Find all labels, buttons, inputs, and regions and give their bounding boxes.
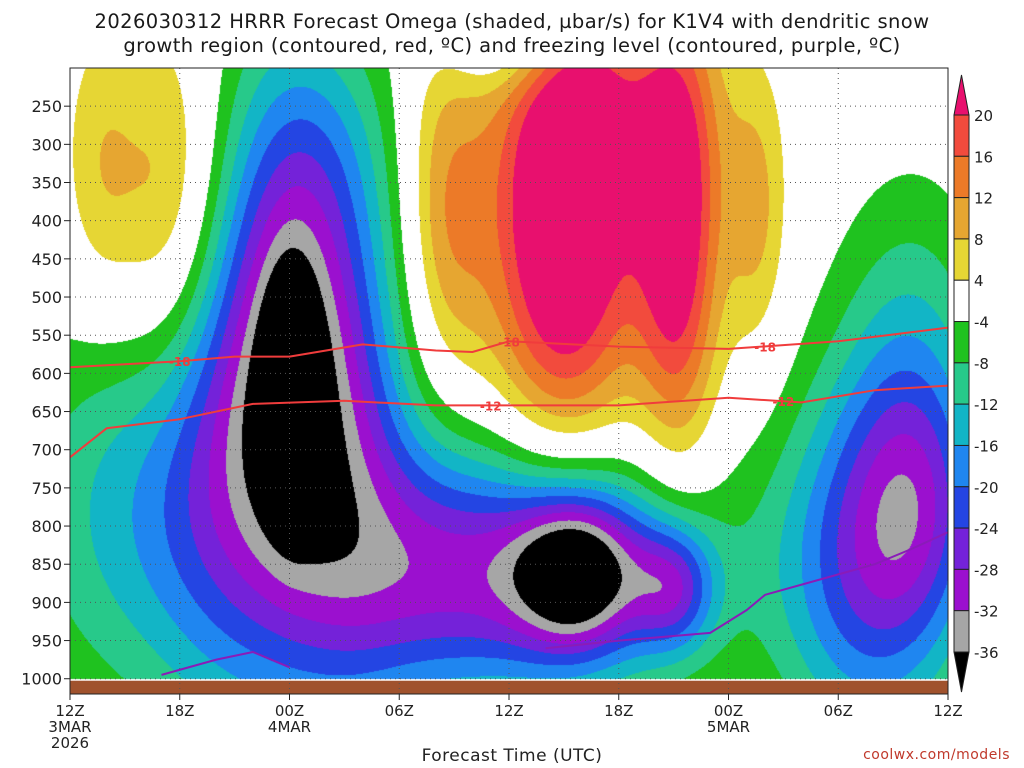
colorbar-bin <box>953 155 970 199</box>
contour-label: -18 <box>498 335 520 349</box>
x-tick-label: 12Z <box>55 702 84 720</box>
y-tick-label: 1000 <box>21 670 62 689</box>
colorbar-tick-label: -4 <box>974 314 989 332</box>
colorbar-tick-label: 4 <box>974 272 984 290</box>
x-tick-date-label: 3MAR <box>48 718 91 736</box>
y-tick-label: 800 <box>31 517 62 536</box>
colorbar-tick-label: 16 <box>974 148 993 166</box>
colorbar-bin <box>953 238 970 281</box>
contour-label: -18 <box>169 355 191 369</box>
contour-label: -12 <box>773 395 795 409</box>
y-tick-label: 750 <box>31 479 62 498</box>
y-tick-label: 850 <box>31 555 62 574</box>
colorbar-tick-label: -8 <box>974 355 989 373</box>
chart-title-line-1: 2026030312 HRRR Forecast Omega (shaded, … <box>94 10 930 33</box>
contour-label: -12 <box>480 399 502 413</box>
colorbar-tick-label: -20 <box>974 479 999 497</box>
colorbar-tick-label: -24 <box>974 520 999 538</box>
colorbar-bin <box>953 610 970 653</box>
terrain-ground-strip <box>70 680 948 694</box>
colorbar-bin <box>953 321 970 364</box>
dgz-contour-line <box>69 326 949 369</box>
y-tick-label: 400 <box>31 212 62 231</box>
x-tick-date-label: 5MAR <box>707 718 750 736</box>
colorbar-bin <box>953 444 970 488</box>
colorbar-tick-label: -28 <box>974 561 999 579</box>
y-tick-label: 700 <box>31 441 62 460</box>
x-tick-label: 00Z <box>714 702 743 720</box>
x-tick-label: 12Z <box>494 702 523 720</box>
freezing-level-contour-line <box>161 651 290 676</box>
colorbar-bottom-arrow <box>953 651 970 693</box>
colorbar-tick-label: -32 <box>974 603 999 621</box>
contour-label: -18 <box>754 340 776 354</box>
y-tick-label: 250 <box>31 97 62 116</box>
y-tick-label: 450 <box>31 250 62 269</box>
colorbar-tick-label: -36 <box>974 644 999 662</box>
colorbar-bin <box>953 279 970 323</box>
x-tick-label: 06Z <box>385 702 414 720</box>
x-tick-label: 12Z <box>933 702 962 720</box>
y-tick-label: 600 <box>31 364 62 383</box>
colorbar-top-arrow <box>953 74 970 116</box>
x-tick-label: 06Z <box>824 702 853 720</box>
chart-title-line-2: growth region (contoured, red, ºC) and f… <box>123 34 901 57</box>
colorbar-tick-label: -16 <box>974 437 999 455</box>
x-tick-label: 18Z <box>604 702 633 720</box>
source-credit: coolwx.com/models <box>863 747 1010 763</box>
y-tick-label: 500 <box>31 288 62 307</box>
colorbar-bin <box>953 527 970 570</box>
y-tick-label: 900 <box>31 593 62 612</box>
colorbar-tick-label: 12 <box>974 190 993 208</box>
colorbar-tick-label: -12 <box>974 396 999 414</box>
x-tick-label: 00Z <box>275 702 304 720</box>
y-tick-label: 350 <box>31 174 62 193</box>
x-tick-year-label: 2026 <box>51 734 89 752</box>
dgz-contour-line <box>69 384 949 459</box>
y-tick-label: 550 <box>31 326 62 345</box>
colorbar-bin <box>953 403 970 446</box>
colorbar-bin <box>953 114 970 157</box>
x-tick-date-label: 4MAR <box>268 718 311 736</box>
y-tick-label: 300 <box>31 135 62 154</box>
freezing-level-contour-line <box>545 531 949 650</box>
colorbar-bin <box>953 486 970 529</box>
colorbar-bin <box>953 362 970 405</box>
y-tick-label: 950 <box>31 632 62 651</box>
colorbar-bin <box>953 197 970 240</box>
colorbar-tick-label: 20 <box>974 107 993 125</box>
x-axis-label: Forecast Time (UTC) <box>421 746 603 766</box>
y-tick-label: 650 <box>31 403 62 422</box>
x-tick-label: 18Z <box>165 702 194 720</box>
colorbar-bin <box>953 568 970 612</box>
omega-shaded-field <box>70 68 948 694</box>
colorbar-tick-label: 8 <box>974 231 984 249</box>
